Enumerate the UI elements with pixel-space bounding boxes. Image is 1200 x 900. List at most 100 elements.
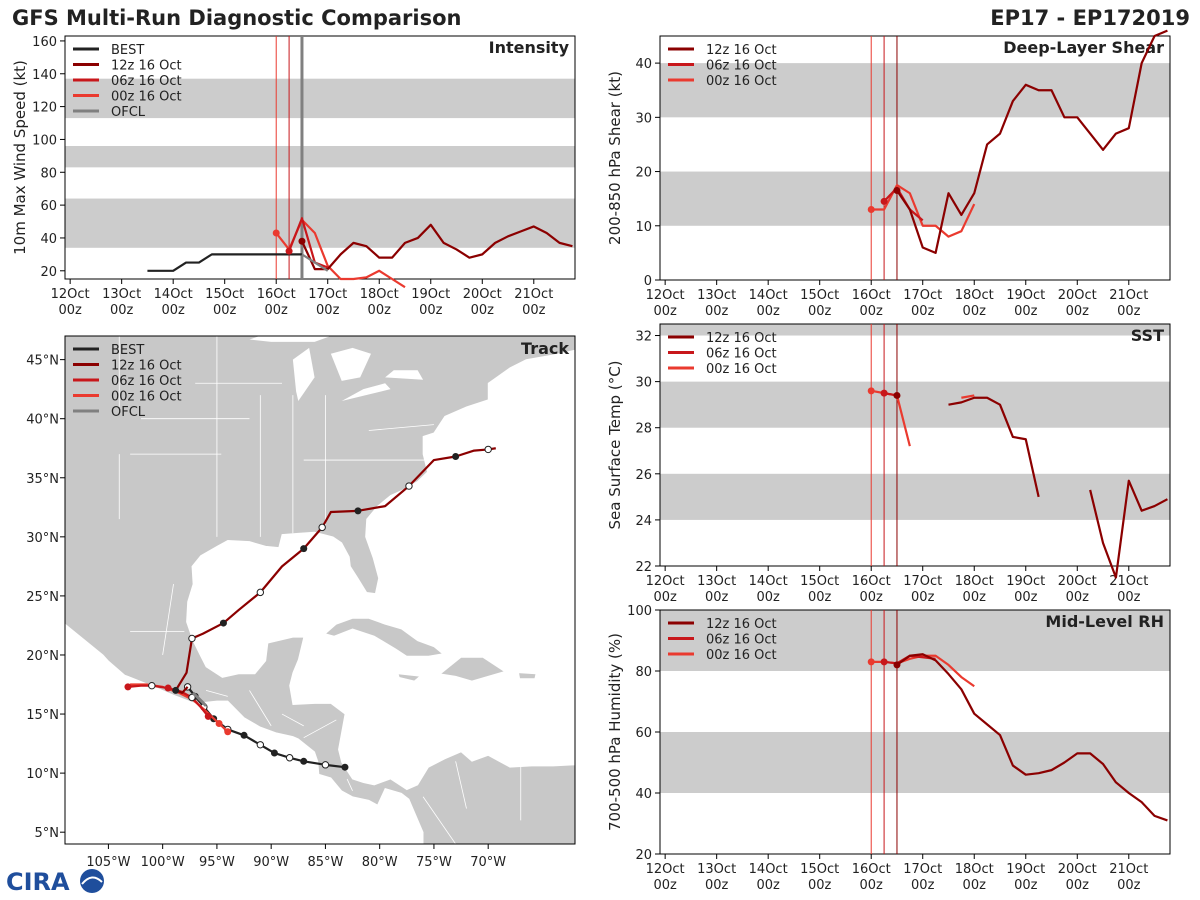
intensity-xtick-label: 20Oct <box>463 287 502 302</box>
sst-series-run12 <box>1089 479 1168 579</box>
intensity-xtick-label: 00z <box>471 303 495 318</box>
sst-xtick-label: 13Oct <box>697 574 736 589</box>
rh-band <box>660 732 1170 793</box>
shear-xtick-label: 00z <box>963 304 987 319</box>
shear-band <box>660 63 1170 118</box>
track-point-best <box>270 749 278 757</box>
puerto-rico-land <box>518 672 537 680</box>
intensity-legend-label: OFCL <box>111 105 146 120</box>
intensity-xtick-label: 00z <box>419 303 443 318</box>
rh-xtick-label: 00z <box>705 878 729 893</box>
cuba-land <box>324 617 444 657</box>
track-legend-label: OFCL <box>111 405 146 420</box>
shear-xtick-label: 21Oct <box>1109 288 1148 303</box>
cira-logo: CIRA <box>6 868 104 896</box>
track-title: Track <box>521 339 569 358</box>
shear-xtick-label: 18Oct <box>955 288 994 303</box>
rh-xtick-label: 19Oct <box>1006 862 1045 877</box>
sst-xtick-label: 16Oct <box>852 574 891 589</box>
intensity-band <box>65 78 575 119</box>
border-line <box>162 584 174 656</box>
intensity-ytick-label: 160 <box>32 35 57 50</box>
border-line <box>205 690 228 697</box>
sst-ytick-label: 28 <box>635 422 652 437</box>
rh-ytick-label: 20 <box>635 848 652 863</box>
shear-legend-label: 12z 16 Oct <box>706 43 777 58</box>
sst-title: SST <box>1131 326 1164 345</box>
great-lake <box>249 336 331 342</box>
rh-band <box>660 610 1170 671</box>
rh-xtick-label: 00z <box>860 878 884 893</box>
intensity-series-run06 <box>288 217 329 269</box>
intensity-ytick-label: 40 <box>40 232 57 247</box>
shear-legend-label: 00z 16 Oct <box>706 74 777 89</box>
intensity-point-run12 <box>298 237 306 245</box>
lon-tick-label: 95°W <box>199 855 235 870</box>
shear-xtick-label: 13Oct <box>697 288 736 303</box>
sst-xtick-label: 17Oct <box>903 574 942 589</box>
lat-tick-label: 30°N <box>26 531 59 546</box>
intensity-ytick-label: 120 <box>32 101 57 116</box>
shear-plot: 01020304012Oct00z13Oct00z14Oct00z15Oct00… <box>606 29 1171 319</box>
rh-xtick-label: 18Oct <box>955 862 994 877</box>
shear-ylabel: 200-850 hPa Shear (kt) <box>606 71 624 245</box>
rh-xtick-label: 00z <box>1066 878 1090 893</box>
lon-tick-label: 80°W <box>362 855 398 870</box>
shear-xtick-label: 14Oct <box>749 288 788 303</box>
sst-series-run12 <box>948 396 1040 498</box>
intensity-ytick-label: 60 <box>40 199 57 214</box>
border-line <box>422 796 456 844</box>
intensity-legend-label: 00z 16 Oct <box>111 90 182 105</box>
track-point-run12 <box>318 523 326 532</box>
intensity-xtick-label: 19Oct <box>411 287 450 302</box>
shear-xtick-label: 17Oct <box>903 288 942 303</box>
rh-point-run06 <box>880 658 888 666</box>
track-point-run00 <box>215 719 223 727</box>
shear-xtick-label: 15Oct <box>800 288 839 303</box>
sst-xtick-label: 00z <box>963 590 987 605</box>
sst-frame <box>659 323 1171 567</box>
shear-xtick-label: 00z <box>1117 304 1141 319</box>
shear-band <box>660 171 1170 226</box>
rh-legend-label: 12z 16 Oct <box>706 617 777 632</box>
border-line <box>303 719 337 739</box>
rh-xtick-label: 00z <box>1117 878 1141 893</box>
sst-xtick-label: 00z <box>1066 590 1090 605</box>
sst-xtick-label: 00z <box>1014 590 1038 605</box>
sst-point-run00 <box>867 387 875 395</box>
rh-plot: 2040608010012Oct00z13Oct00z14Oct00z15Oct… <box>606 604 1171 893</box>
sst-band <box>660 324 1170 336</box>
lon-tick-label: 100°W <box>141 855 185 870</box>
track-ofcl <box>191 691 208 707</box>
track-point-run06 <box>204 712 212 720</box>
rh-xtick-label: 13Oct <box>697 862 736 877</box>
sst-xtick-label: 00z <box>705 590 729 605</box>
rh-legend-label: 00z 16 Oct <box>706 648 777 663</box>
sst-xtick-label: 21Oct <box>1109 574 1148 589</box>
great-lake <box>330 347 371 381</box>
intensity-xtick-label: 16Oct <box>257 287 296 302</box>
intensity-xtick-label: 00z <box>316 303 340 318</box>
shear-chart: 01020304012Oct00z13Oct00z14Oct00z15Oct00… <box>606 29 1171 319</box>
rh-xtick-label: 14Oct <box>749 862 788 877</box>
sst-ytick-label: 26 <box>635 468 652 483</box>
sst-legend-label: 12z 16 Oct <box>706 331 777 346</box>
intensity-chart: 2040608010012014016012Oct00z13Oct00z14Oc… <box>11 35 576 318</box>
rh-xtick-label: 16Oct <box>852 862 891 877</box>
rh-xtick-label: 00z <box>911 878 935 893</box>
sst-ytick-label: 22 <box>635 560 652 575</box>
border-line <box>249 690 272 727</box>
intensity-ytick-label: 80 <box>40 166 57 181</box>
track-point-best <box>285 754 294 762</box>
sst-series-run00 <box>961 394 975 399</box>
sst-band <box>660 473 1170 520</box>
rh-point-run00 <box>867 658 875 666</box>
intensity-legend-label: 06z 16 Oct <box>111 74 182 89</box>
shear-xtick-label: 00z <box>1014 304 1038 319</box>
rh-point-run12 <box>893 661 901 669</box>
cira-wave-icon <box>81 876 103 885</box>
sst-ytick-label: 32 <box>635 330 652 345</box>
track-plot: 5°N 10°N 15°N 20°N 25°N 30°N 35°N 40°N 45°N 105°W… <box>26 335 576 870</box>
sst-xtick-label: 00z <box>1117 590 1141 605</box>
track-point-run00 <box>224 728 232 736</box>
